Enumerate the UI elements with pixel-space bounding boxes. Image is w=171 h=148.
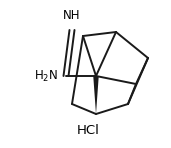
Text: H$_2$N: H$_2$N (34, 69, 58, 84)
Text: HCl: HCl (77, 124, 100, 137)
Text: NH: NH (63, 9, 81, 22)
Polygon shape (93, 76, 99, 114)
